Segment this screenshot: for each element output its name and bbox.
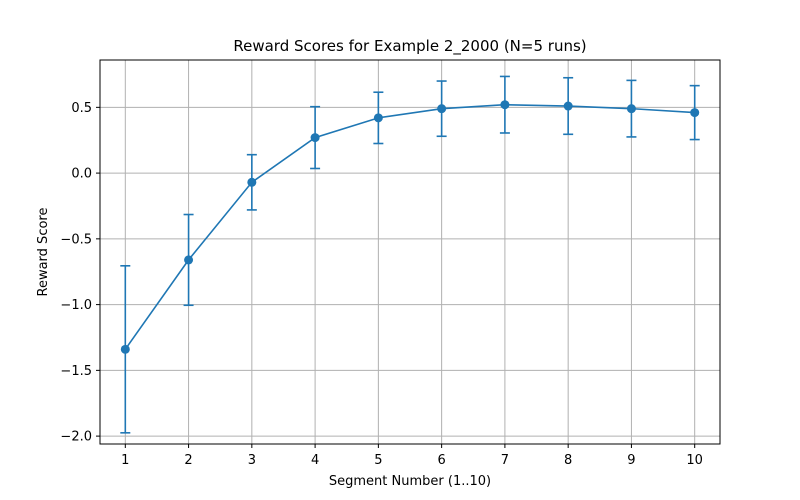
x-tick-label: 7	[501, 453, 509, 468]
x-tick-label: 10	[686, 453, 703, 468]
data-point	[690, 108, 700, 118]
ticks-layer: 1 2 3 4 5 6 7 8 9 10 −2.0 −1.5 −1.0 −0.5 0.0 0.5	[60, 101, 703, 468]
x-tick-label: 9	[627, 453, 635, 468]
x-tick-label: 6	[437, 453, 445, 468]
data-point	[247, 177, 257, 187]
data-point	[563, 101, 573, 111]
data-point	[437, 104, 447, 114]
chart-title: Reward Scores for Example 2_2000 (N=5 ru…	[233, 37, 586, 56]
data-point	[626, 104, 636, 114]
x-tick-label: 5	[374, 453, 382, 468]
y-tick-label: −1.5	[60, 364, 92, 379]
series-line	[124, 103, 695, 350]
plot-frame	[99, 59, 721, 445]
x-tick-label: 8	[564, 453, 572, 468]
data-point	[310, 133, 320, 143]
x-tick-label: 1	[121, 453, 129, 468]
y-tick-label: −1.0	[60, 298, 92, 313]
data-point	[373, 113, 383, 123]
data-point	[120, 344, 130, 354]
data-point	[184, 255, 194, 265]
x-tick-label: 2	[184, 453, 192, 468]
x-tick-label: 4	[311, 453, 319, 468]
y-tick-label: −0.5	[60, 232, 92, 247]
y-tick-label: 0.5	[71, 101, 92, 116]
x-tick-label: 3	[248, 453, 256, 468]
data-point	[500, 100, 510, 110]
series-layer	[120, 75, 700, 434]
y-tick-label: 0.0	[71, 167, 92, 182]
y-axis-label: Reward Score	[36, 208, 51, 297]
x-axis-label: Segment Number (1..10)	[329, 474, 491, 489]
y-tick-label: −2.0	[60, 430, 92, 445]
grid-layer	[100, 60, 720, 444]
